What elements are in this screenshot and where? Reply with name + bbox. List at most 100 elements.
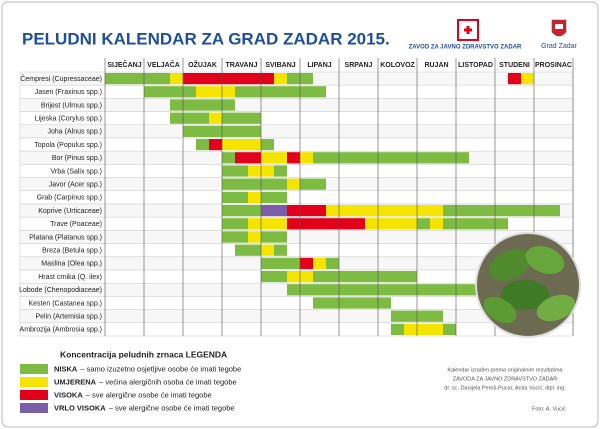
- pollen-period: [222, 178, 287, 190]
- pollen-period: [248, 191, 261, 203]
- pollen-period: [274, 73, 287, 85]
- month-label: LIPANJ: [307, 62, 331, 69]
- pollen-period: [222, 165, 248, 177]
- month-label: OŽUJAK: [188, 60, 217, 69]
- legend-title: Koncentracija peludnih zrnaca LEGENDA: [60, 349, 227, 359]
- pollen-period: [521, 73, 534, 85]
- row-box: [19, 124, 574, 139]
- month-label: VELJAČA: [147, 60, 180, 69]
- row-box: [19, 164, 574, 178]
- plant-name: Breza (Betula spp.): [42, 248, 102, 255]
- pollen-period: [222, 218, 248, 230]
- pollen-period: [508, 73, 521, 85]
- pollen-period: [261, 139, 274, 151]
- pollen-period: [287, 218, 365, 230]
- pollen-period: [235, 152, 261, 164]
- pollen-period: [313, 297, 391, 309]
- plant-name: Kesten (Castanea spp.): [28, 300, 102, 307]
- pollen-period: [222, 231, 248, 243]
- pollen-period: [170, 73, 183, 85]
- plant-name: Javor (Acer spp.): [49, 182, 102, 189]
- plant-name: Bor (Pinus spp.): [52, 155, 102, 162]
- pollen-period: [313, 152, 469, 164]
- pollen-period: [222, 205, 261, 217]
- note: ZAVODA ZA JAVNO ZDRAVSTVO ZADAR: [453, 376, 558, 382]
- plant-name: Joha (Alnus spp.): [48, 129, 102, 136]
- pollen-period: [183, 73, 274, 85]
- pollen-period: [261, 152, 287, 164]
- pollen-period: [222, 191, 248, 203]
- plant-name: Koprive (Urticaceae): [38, 208, 102, 215]
- month-label: TRAVANJ: [225, 62, 257, 69]
- pollen-period: [391, 323, 404, 335]
- legend-swatch: [20, 377, 48, 387]
- plant-name: Lijeska (Corylus spp.): [35, 116, 102, 123]
- plant-name: Maslina (Olea spp.): [41, 261, 102, 268]
- row-box: [19, 322, 574, 337]
- pollen-period: [287, 152, 300, 164]
- pollen-period: [300, 178, 326, 190]
- legend-label: UMJERENA: [54, 377, 97, 386]
- pollen-period: [443, 323, 456, 335]
- pollen-period: [287, 284, 482, 296]
- legend-text: NISKA – samo izuzetno osjetljive osobe će…: [54, 364, 241, 373]
- plant-name: Topola (Populus spp.): [34, 142, 102, 149]
- month-label: STUDENI: [499, 62, 530, 69]
- pollen-period: [300, 152, 313, 164]
- month-label: SIJEČANJ: [107, 60, 141, 69]
- pollen-period: [365, 218, 417, 230]
- legend-desc: – sve alergične osobe će imati tegobe: [109, 403, 235, 412]
- legend-label: VISOKA: [54, 390, 83, 399]
- pollen-period: [248, 218, 287, 230]
- pollen-period: [209, 112, 222, 124]
- pollen-period: [261, 257, 300, 269]
- plant-name: Brijest (Ulmus spp.): [41, 102, 102, 109]
- month-label: RUJAN: [424, 62, 448, 69]
- pollen-period: [261, 205, 287, 217]
- note: dr. sc. Danijela Peroš-Pucar, Anita Vuci…: [444, 385, 566, 391]
- pollen-period: [248, 231, 261, 243]
- pollen-period: [222, 152, 235, 164]
- pollen-period: [209, 139, 222, 151]
- legend-text: UMJERENA – većina alergičnih osoba će ima…: [54, 377, 237, 386]
- pollen-period: [170, 112, 209, 124]
- pollen-period: [261, 231, 287, 243]
- pollen-period: [417, 218, 430, 230]
- plant-name: Hrast crnika (Q. ilex): [38, 274, 102, 281]
- title: PELUDNI KALENDAR ZA GRAD ZADAR 2015.: [22, 29, 390, 48]
- pollen-period: [313, 271, 417, 283]
- row-box: [19, 98, 574, 112]
- city-logo: [551, 19, 567, 37]
- pollen-period: [170, 99, 235, 111]
- pollen-period: [443, 218, 508, 230]
- plant-name: Čempresi (Cupressaceae): [20, 74, 102, 83]
- pollen-period: [274, 244, 287, 256]
- pollen-period: [196, 139, 209, 151]
- institute-logo: [457, 19, 479, 41]
- pollen-period: [144, 86, 196, 98]
- legend-label: NISKA: [54, 364, 78, 373]
- pollen-period: [222, 139, 261, 151]
- pollen-period: [326, 205, 443, 217]
- pollen-period: [261, 244, 274, 256]
- plant-name: Jasen (Fraxinus spp.): [35, 89, 102, 96]
- legend-desc: – sve alergične osobe će imati tegobe: [86, 390, 212, 399]
- pollen-period: [105, 73, 170, 85]
- legend-desc: – većina alergičnih osoba će imati tegob…: [99, 377, 237, 386]
- pollen-period: [274, 165, 287, 177]
- pollen-period: [404, 323, 443, 335]
- city: Grad Zadar: [541, 43, 577, 50]
- row-box: [19, 137, 574, 152]
- month-label: SVIBANJ: [265, 62, 295, 69]
- row-box: [19, 190, 574, 205]
- legend-swatch: [20, 364, 48, 374]
- legend-label: VRLO VISOKA: [54, 403, 106, 412]
- pollen-period: [235, 86, 326, 98]
- pollen-period: [300, 257, 313, 269]
- note: Kalendar izrađen prema originalnim rezul…: [447, 367, 563, 373]
- legend-swatch: [20, 403, 48, 413]
- pollen-period: [443, 205, 560, 217]
- plant-name: Grab (Carpinus spp.): [37, 195, 102, 202]
- pollen-period: [235, 244, 261, 256]
- month-label: PROSINAC: [535, 62, 572, 69]
